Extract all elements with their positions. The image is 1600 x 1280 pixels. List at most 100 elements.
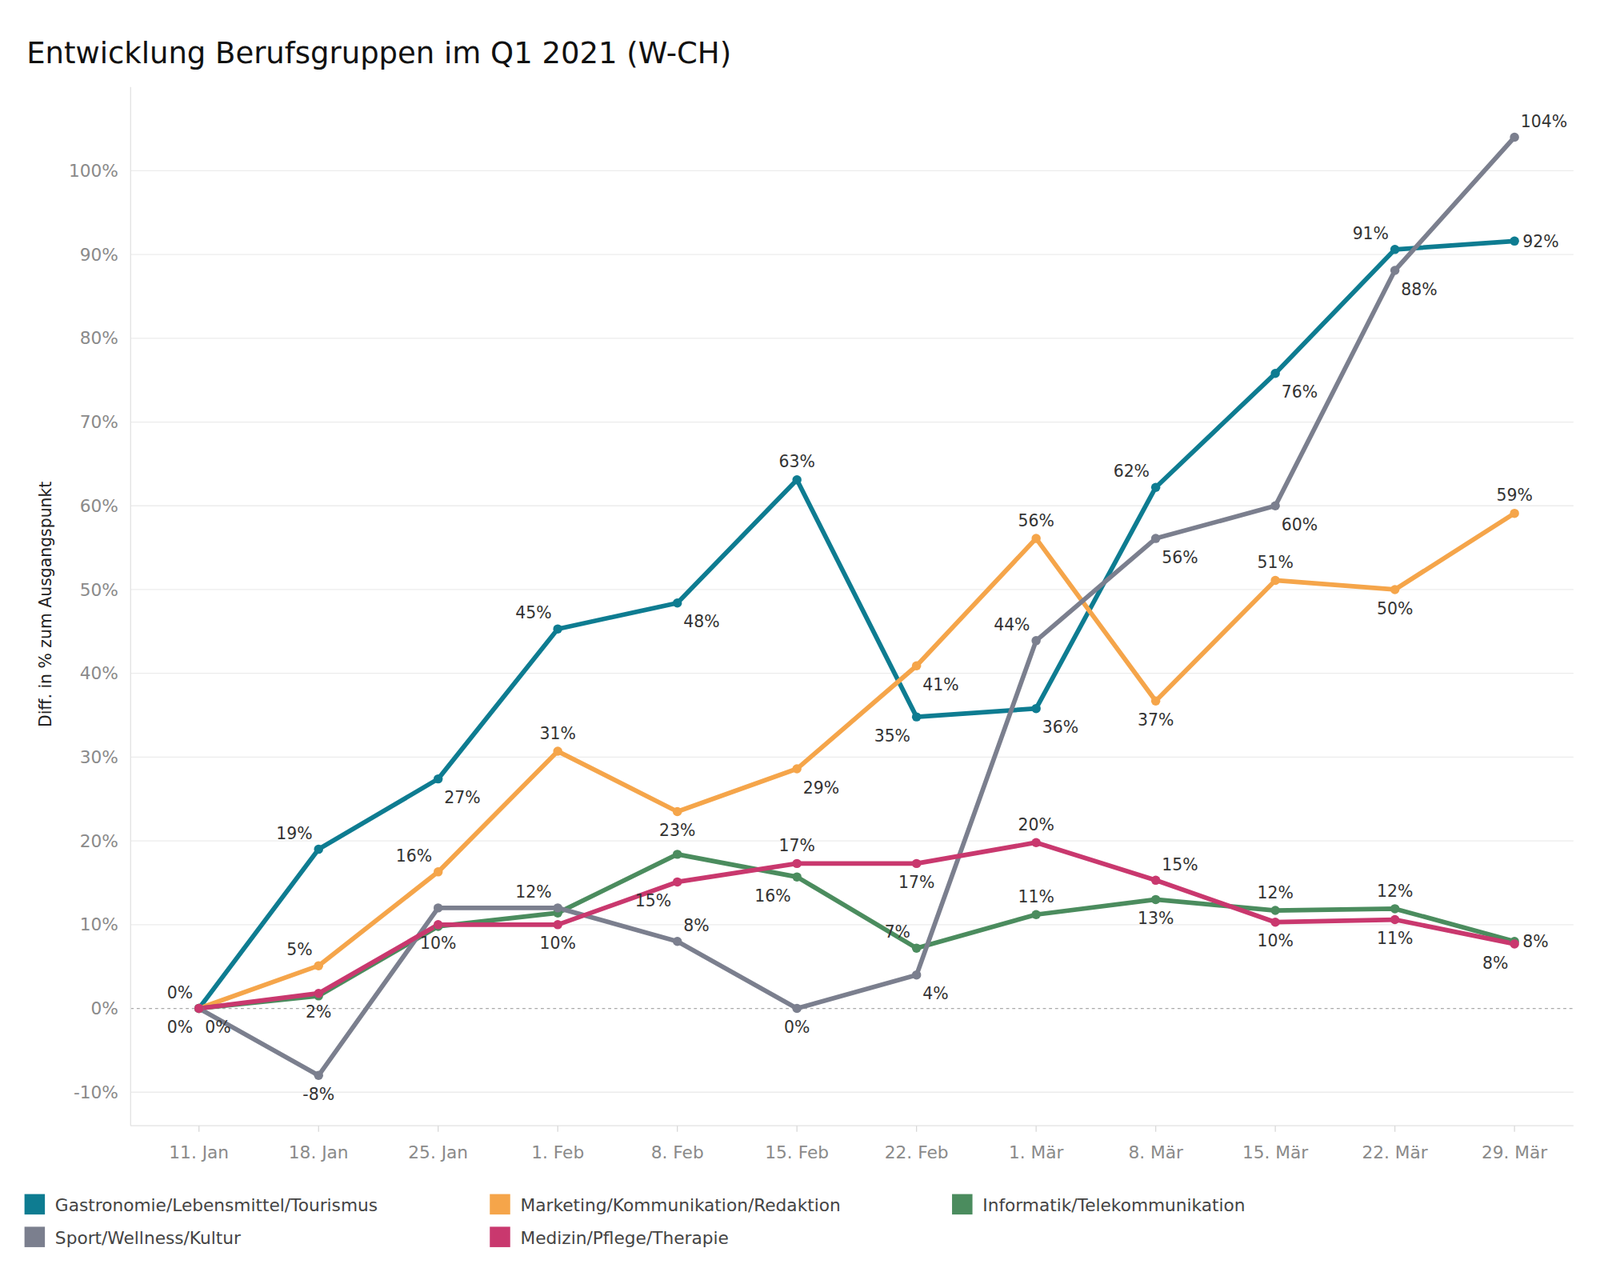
point-marker: [672, 807, 682, 816]
grid-line: [130, 1092, 1574, 1093]
y-tick-label: 100%: [68, 160, 119, 181]
legend-label: Medizin/Pflege/Therapie: [520, 1228, 729, 1248]
y-axis-line: [130, 87, 132, 1126]
grid-line: [130, 1008, 1574, 1009]
point-marker: [194, 1004, 204, 1013]
data-label: 16%: [396, 846, 432, 866]
data-label: 0%: [204, 1017, 231, 1037]
grid-line: [130, 170, 1574, 172]
point-marker: [672, 598, 682, 608]
data-label: 8%: [1482, 953, 1508, 973]
legend-swatch: [24, 1194, 46, 1216]
data-label: 45%: [515, 603, 552, 623]
data-label: 11%: [1376, 928, 1413, 948]
data-label: 31%: [540, 724, 576, 744]
data-label: 8%: [1522, 932, 1548, 952]
point-marker: [1390, 584, 1400, 594]
data-label: 56%: [1161, 548, 1198, 568]
x-tick: [796, 1125, 798, 1132]
grid-line: [130, 756, 1574, 758]
x-tick-label: 22. Mär: [1361, 1142, 1428, 1163]
series-line: [199, 513, 1515, 1009]
x-tick: [1394, 1125, 1396, 1132]
point-marker: [1509, 508, 1519, 518]
legend-swatch: [952, 1194, 973, 1216]
point-marker: [912, 712, 921, 721]
data-label: 20%: [1017, 815, 1054, 835]
point-marker: [433, 903, 443, 912]
point-marker: [912, 943, 921, 952]
x-tick: [1155, 1125, 1156, 1132]
point-marker: [792, 859, 801, 868]
point-marker: [1151, 696, 1160, 705]
point-marker: [1151, 876, 1160, 885]
point-marker: [1151, 482, 1160, 492]
point-marker: [1270, 368, 1280, 378]
data-label: 0%: [167, 983, 193, 1003]
point-marker: [912, 661, 921, 671]
legend-swatch: [24, 1226, 46, 1248]
data-label: -8%: [302, 1084, 335, 1104]
x-tick-label: 22. Feb: [884, 1142, 949, 1163]
data-label: 8%: [683, 916, 709, 936]
x-tick: [916, 1125, 917, 1132]
y-tick-label: 20%: [80, 831, 119, 852]
y-tick-label: 80%: [80, 328, 119, 348]
point-marker: [1031, 910, 1040, 920]
x-tick-label: 15. Feb: [764, 1142, 829, 1163]
point-marker: [1509, 939, 1519, 948]
point-marker: [672, 877, 682, 887]
grid-line: [130, 840, 1574, 841]
y-tick-label: 30%: [80, 747, 119, 768]
legend-label: Marketing/Kommunikation/Redaktion: [520, 1195, 841, 1216]
data-label: 0%: [784, 1017, 810, 1037]
x-tick: [557, 1125, 559, 1132]
data-label: 91%: [1352, 224, 1389, 244]
grid-line: [130, 337, 1574, 339]
point-marker: [433, 774, 443, 784]
data-label: 41%: [922, 675, 959, 695]
data-label: 23%: [659, 820, 696, 840]
point-marker: [433, 867, 443, 876]
point-marker: [194, 1004, 204, 1013]
point-marker: [1390, 244, 1400, 254]
data-label: 10%: [540, 933, 576, 953]
data-label: 17%: [779, 836, 816, 856]
legend-swatch: [489, 1194, 511, 1216]
point-marker: [552, 920, 562, 929]
data-label: 29%: [803, 778, 840, 798]
point-marker: [313, 988, 323, 998]
data-label: 2%: [305, 1002, 332, 1022]
point-marker: [1031, 533, 1040, 543]
x-tick: [1036, 1125, 1037, 1132]
x-tick-label: 11. Jan: [168, 1142, 229, 1163]
point-marker: [313, 1071, 323, 1080]
x-tick: [1274, 1125, 1276, 1132]
x-tick-label: 1. Mär: [1008, 1142, 1064, 1163]
point-marker: [672, 936, 682, 946]
data-label: 12%: [1256, 883, 1293, 903]
point-marker: [912, 970, 921, 980]
data-label: 19%: [276, 824, 312, 844]
y-tick-label: 50%: [80, 580, 119, 600]
point-marker: [1270, 917, 1280, 927]
point-marker: [792, 1004, 801, 1013]
legend-swatch: [489, 1226, 511, 1248]
plot-area: [194, 132, 1520, 1080]
x-tick-label: 15. Mär: [1242, 1142, 1308, 1163]
point-marker: [552, 746, 562, 756]
y-tick-label: 70%: [80, 412, 119, 432]
point-marker: [194, 1004, 204, 1013]
x-tick: [318, 1125, 320, 1132]
point-marker: [1390, 265, 1400, 275]
data-label: 76%: [1281, 382, 1318, 402]
point-marker: [912, 859, 921, 868]
data-label: 44%: [993, 615, 1030, 635]
data-label: 5%: [286, 940, 312, 960]
x-tick-label: 8. Feb: [651, 1142, 704, 1163]
point-marker: [1509, 236, 1519, 246]
series-line: [199, 240, 1515, 1008]
point-marker: [1031, 837, 1040, 847]
x-tick: [437, 1125, 439, 1132]
data-label: 16%: [754, 886, 791, 906]
